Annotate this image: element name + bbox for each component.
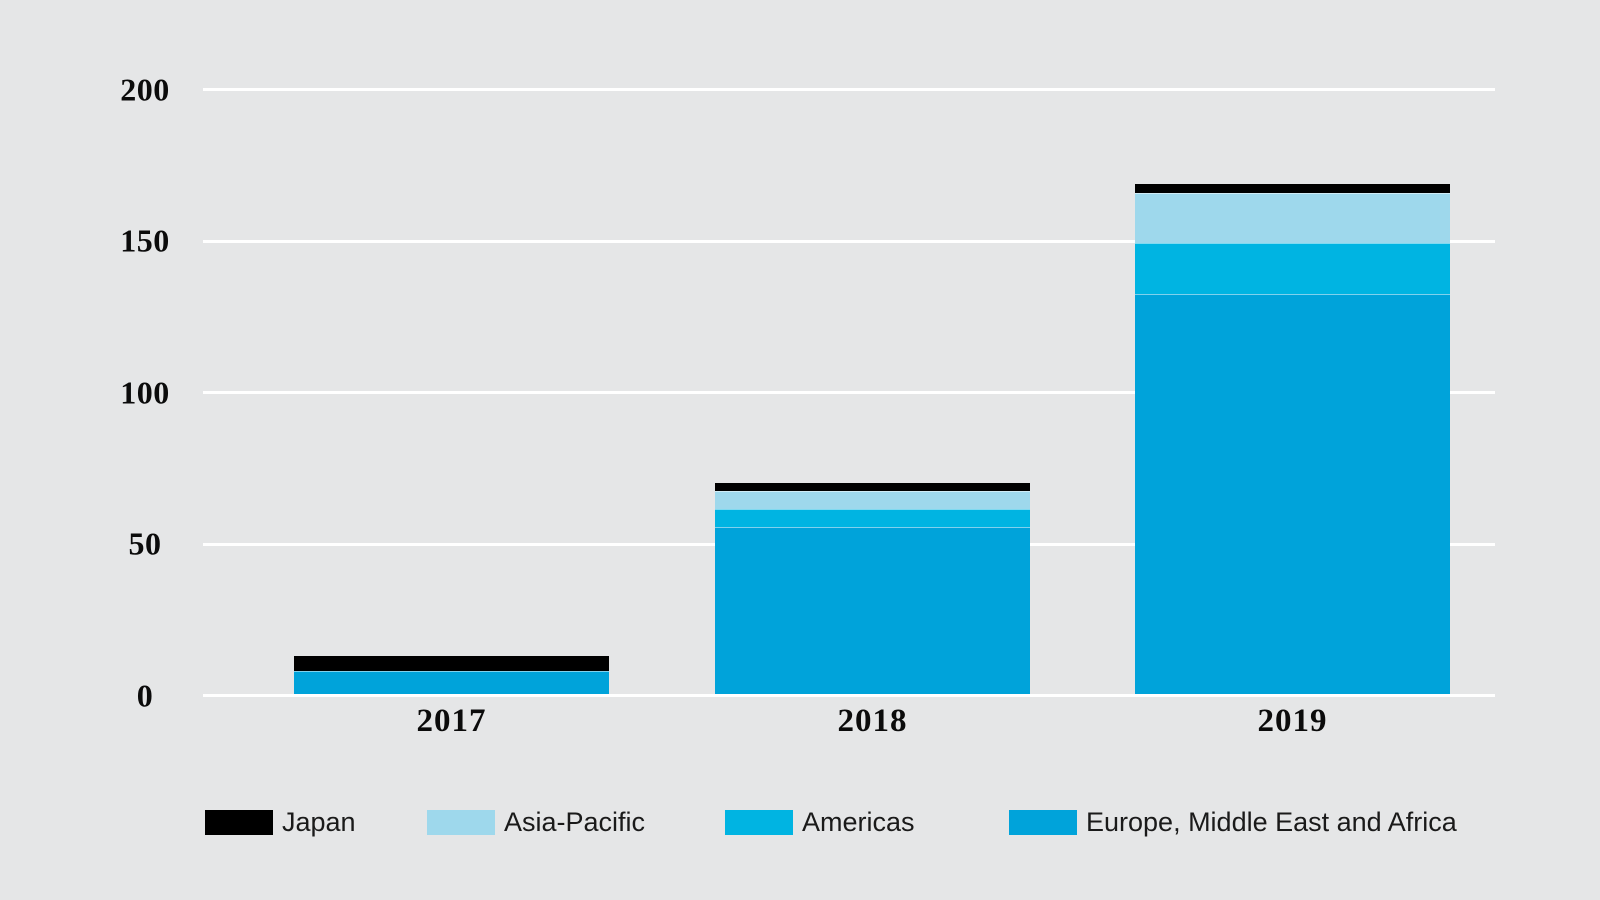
- legend-item-japan: Japan: [205, 808, 356, 836]
- bar-2017-segment-europe-middle-east-and-africa: [294, 671, 609, 694]
- y-axis-tick-label: 50: [128, 525, 162, 562]
- legend-item-asia-pacific: Asia-Pacific: [427, 808, 645, 836]
- bar-2019-segment-japan: [1135, 184, 1450, 193]
- x-axis-label-2019: 2019: [1257, 703, 1328, 739]
- legend-label-europe-middle-east-and-africa: Europe, Middle East and Africa: [1086, 807, 1457, 837]
- legend-item-americas: Americas: [725, 808, 915, 836]
- bar-2018-segment-asia-pacific: [715, 490, 1030, 510]
- bar-2019-segment-americas: [1135, 242, 1450, 295]
- legend-item-europe-middle-east-and-africa: Europe, Middle East and Africa: [1009, 808, 1457, 836]
- bar-2018-segment-europe-middle-east-and-africa: [715, 527, 1030, 694]
- bar-2019-segment-asia-pacific: [1135, 192, 1450, 243]
- legend-label-asia-pacific: Asia-Pacific: [504, 807, 646, 837]
- legend-label-japan: Japan: [282, 807, 356, 837]
- x-axis-label-2018: 2018: [837, 703, 908, 739]
- gridline-0: [203, 694, 1495, 697]
- legend-swatch-europe-middle-east-and-africa: [1009, 809, 1077, 835]
- legend-label-americas: Americas: [802, 807, 915, 837]
- y-axis-tick-label: 200: [120, 71, 170, 107]
- legend-swatch-americas: [725, 809, 793, 835]
- y-axis-tick-label: 100: [120, 374, 170, 410]
- bar-2018-segment-americas: [715, 509, 1030, 528]
- x-axis-label-2017: 2017: [416, 703, 487, 739]
- gridline-150: [203, 239, 1495, 243]
- y-axis-tick-label: 0: [136, 677, 154, 713]
- y-axis-tick-label: 150: [120, 222, 170, 259]
- legend-swatch-japan: [205, 809, 273, 835]
- gridline-200: [203, 88, 1495, 91]
- gridline-100: [203, 391, 1495, 394]
- bar-2017-segment-japan: [294, 656, 609, 672]
- bar-2018-segment-japan: [715, 482, 1030, 491]
- legend-swatch-asia-pacific: [427, 809, 495, 835]
- bar-2019-segment-europe-middle-east-and-africa: [1135, 294, 1450, 694]
